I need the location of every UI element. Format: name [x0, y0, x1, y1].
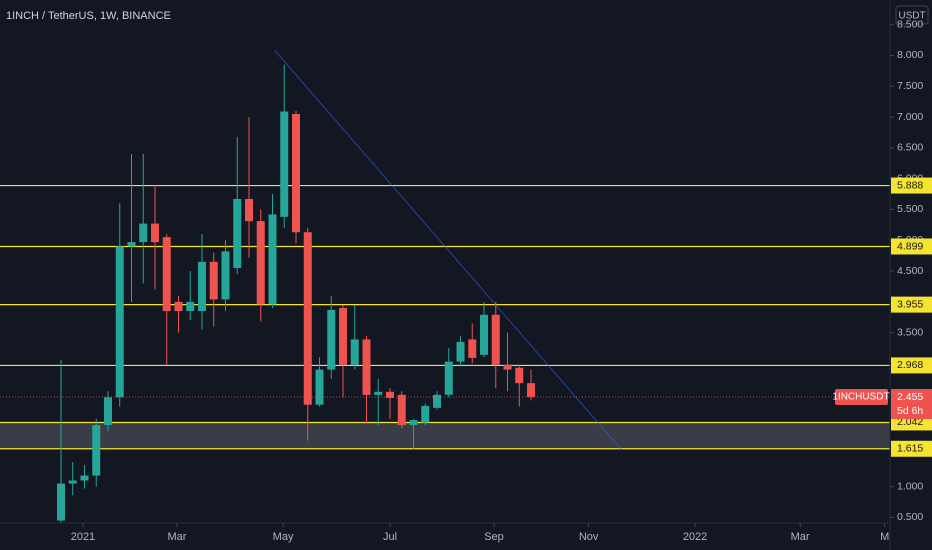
level-label-box: [891, 296, 932, 313]
candle-body: [433, 394, 442, 408]
last-price-box: [891, 389, 932, 420]
level-label: 1.615: [897, 443, 923, 455]
candle-body: [327, 309, 336, 370]
candle-body: [197, 261, 206, 312]
candle-body: [339, 308, 348, 365]
candle-body: [386, 391, 395, 398]
candle-body: [480, 314, 489, 355]
candle-body: [174, 301, 183, 312]
currency-box: [895, 5, 929, 25]
candle-body: [491, 314, 500, 365]
countdown-label: 5d 6h: [897, 405, 923, 417]
y-tick-label: 8.000: [897, 49, 923, 61]
x-tick-label: Nov: [579, 531, 599, 543]
candle-body: [103, 397, 112, 426]
level-label-box: [891, 440, 932, 457]
candle-body: [139, 223, 148, 243]
level-label-box: [891, 357, 932, 374]
currency-label: USDT: [898, 11, 925, 22]
level-label: 3.955: [897, 298, 923, 310]
level-label: 2.968: [897, 359, 923, 371]
candle-body: [374, 391, 383, 395]
candle-body: [350, 339, 359, 365]
candle-body: [292, 113, 301, 233]
plot-area: [0, 50, 890, 523]
y-tick-label: 0.500: [897, 511, 923, 523]
candle-body: [56, 483, 65, 521]
x-tick-label: 2022: [683, 531, 707, 543]
candle-body: [409, 420, 418, 426]
zone: [0, 422, 890, 449]
candle-body: [221, 251, 230, 300]
candle-body: [421, 405, 430, 423]
candle-body: [150, 223, 159, 243]
symbol-label: 1INCHUSDT: [832, 392, 889, 403]
candle-body: [527, 383, 536, 398]
candle-body: [209, 261, 218, 300]
x-tick-label: Mar: [791, 531, 810, 543]
candle-body: [515, 367, 524, 384]
candle-body: [397, 394, 406, 426]
candle-body: [468, 339, 477, 358]
candle-body: [444, 361, 453, 395]
candle-body: [92, 425, 101, 476]
candle-body: [115, 246, 124, 398]
level-label: 5.888: [897, 179, 923, 191]
candle-body: [503, 364, 512, 370]
y-tick-label: 1.000: [897, 480, 923, 492]
candle-body: [186, 301, 195, 312]
trendline: [274, 50, 622, 451]
candle-body: [256, 221, 265, 305]
candle-body: [233, 198, 242, 268]
x-tick-label: Jul: [383, 531, 397, 543]
y-tick-label: 7.500: [897, 80, 923, 92]
y-tick-label: 7.000: [897, 111, 923, 123]
x-tick-label: Mar: [167, 531, 186, 543]
candle-body: [303, 232, 312, 405]
candle-body: [362, 339, 371, 395]
candle-body: [127, 242, 136, 247]
x-tick-label: Sep: [484, 531, 504, 543]
x-tick-label: 2021: [71, 531, 95, 543]
symbol-box: [835, 389, 888, 406]
y-tick-label: 6.500: [897, 142, 923, 154]
candle-body: [80, 475, 89, 481]
candle-body: [456, 341, 465, 362]
y-tick-label: 5.500: [897, 203, 923, 215]
chart-title: 1INCH / TetherUS, 1W, BINANCE: [6, 10, 171, 22]
candle-body: [68, 480, 77, 484]
y-tick-label: 4.500: [897, 265, 923, 277]
x-tick-label: May: [273, 531, 294, 543]
last-price-label: 2.455: [897, 391, 923, 403]
x-tick-label: M: [880, 531, 889, 543]
y-tick-label: 3.500: [897, 326, 923, 338]
candle-body: [162, 237, 171, 312]
candle-body: [244, 198, 253, 222]
level-label-box: [891, 238, 932, 255]
level-label-box: [891, 177, 932, 194]
candle-body: [315, 369, 324, 405]
level-label: 4.899: [897, 240, 923, 252]
y-tick-label: 8.500: [897, 18, 923, 30]
level-label: 2.042: [897, 416, 923, 428]
candle-body: [268, 214, 277, 305]
candle-body: [280, 111, 289, 217]
